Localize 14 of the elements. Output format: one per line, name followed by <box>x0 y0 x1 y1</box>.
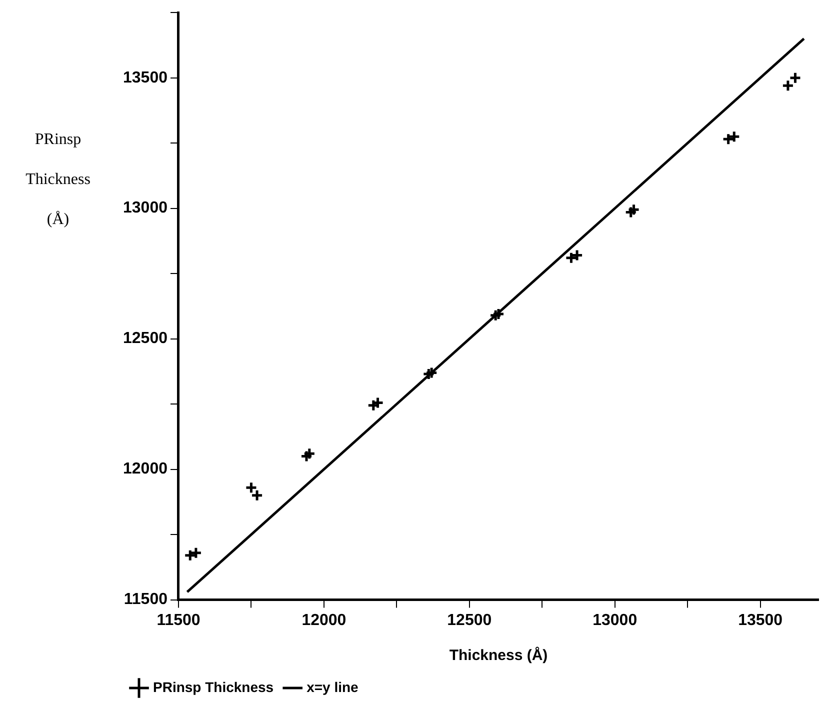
y-tick-label: 13000 <box>122 200 168 217</box>
x-tick-label: 13500 <box>738 612 783 629</box>
legend-label: PRinsp Thickness <box>153 678 274 695</box>
x-axis-title: Thickness (Å) <box>449 646 548 664</box>
x-tick-label: 13000 <box>592 612 638 629</box>
x-tick-label: 11500 <box>156 612 200 629</box>
x-tick-label: 12500 <box>447 612 492 629</box>
y-tick-label: 12000 <box>122 460 168 478</box>
y-tick-label: 12500 <box>122 330 168 348</box>
y-tick-label: 11500 <box>124 591 168 608</box>
y-tick-label: 13500 <box>122 69 168 86</box>
legend-label: x=y line <box>306 678 359 695</box>
x-tick-label: 12000 <box>302 612 346 629</box>
text: PRinsp Thickness (Å) <box>26 131 90 228</box>
